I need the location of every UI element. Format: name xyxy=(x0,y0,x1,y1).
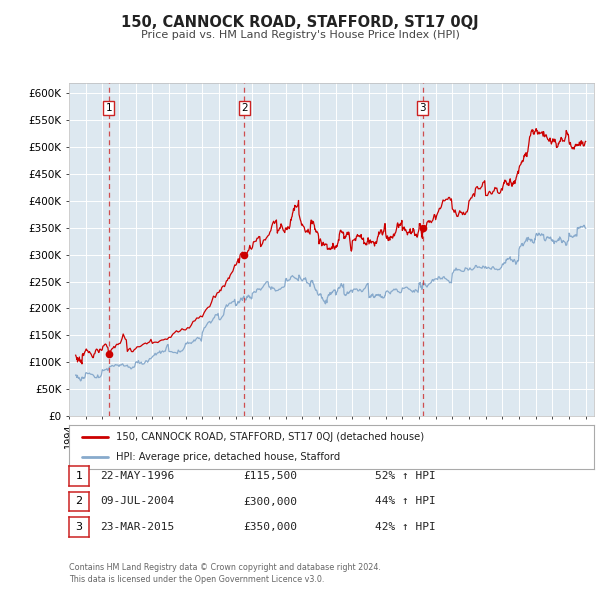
Text: 3: 3 xyxy=(76,522,82,532)
Text: Price paid vs. HM Land Registry's House Price Index (HPI): Price paid vs. HM Land Registry's House … xyxy=(140,30,460,40)
Text: 23-MAR-2015: 23-MAR-2015 xyxy=(100,522,175,532)
Text: £115,500: £115,500 xyxy=(243,471,297,481)
Text: 09-JUL-2004: 09-JUL-2004 xyxy=(100,497,175,506)
Text: 42% ↑ HPI: 42% ↑ HPI xyxy=(375,522,436,532)
Text: 1: 1 xyxy=(106,103,112,113)
Text: HPI: Average price, detached house, Stafford: HPI: Average price, detached house, Staf… xyxy=(116,452,341,461)
Text: Contains HM Land Registry data © Crown copyright and database right 2024.
This d: Contains HM Land Registry data © Crown c… xyxy=(69,563,381,584)
Text: 3: 3 xyxy=(419,103,426,113)
Text: £350,000: £350,000 xyxy=(243,522,297,532)
Text: 44% ↑ HPI: 44% ↑ HPI xyxy=(375,497,436,506)
Text: 22-MAY-1996: 22-MAY-1996 xyxy=(100,471,175,481)
Text: 2: 2 xyxy=(76,497,82,506)
Text: 1: 1 xyxy=(76,471,82,481)
Text: 150, CANNOCK ROAD, STAFFORD, ST17 0QJ (detached house): 150, CANNOCK ROAD, STAFFORD, ST17 0QJ (d… xyxy=(116,432,424,442)
Text: 2: 2 xyxy=(241,103,248,113)
Text: 52% ↑ HPI: 52% ↑ HPI xyxy=(375,471,436,481)
Text: 150, CANNOCK ROAD, STAFFORD, ST17 0QJ: 150, CANNOCK ROAD, STAFFORD, ST17 0QJ xyxy=(121,15,479,30)
Text: £300,000: £300,000 xyxy=(243,497,297,506)
